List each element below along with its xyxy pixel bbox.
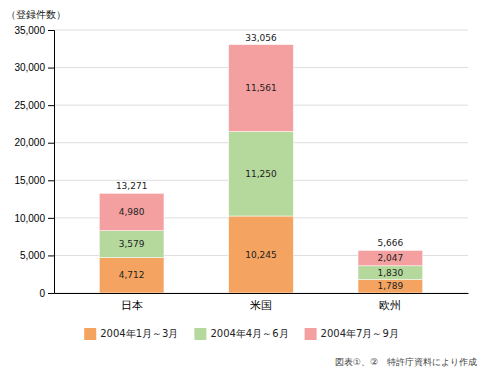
- tick: 欧州: [379, 299, 401, 311]
- footnote: 図表①、② 特許庁資料により作成: [335, 357, 477, 367]
- total-label: 33,056: [245, 33, 277, 43]
- data-labels: 4,712 10,245 1,789 3,579 11,250 1,830 4,980 11,…: [116, 33, 404, 292]
- data-label: 4,980: [119, 207, 145, 217]
- data-label: 1,789: [377, 281, 403, 291]
- grid: [54, 30, 468, 293]
- data-label: 10,245: [245, 250, 277, 260]
- data-label: 1,830: [377, 268, 403, 278]
- data-label: 3,579: [119, 239, 145, 249]
- legend-label: 2004年1月～3月: [100, 328, 178, 339]
- legend-item: 2004年4月～6月: [194, 328, 288, 340]
- plot: 0 5,000 10,000 15,000 20,000 25,000 30,000 35,0…: [14, 25, 468, 311]
- data-label: 4,712: [119, 270, 145, 280]
- data-label: 11,250: [245, 169, 277, 179]
- bar: [99, 231, 164, 258]
- bar: [358, 266, 423, 280]
- series: [99, 45, 422, 266]
- x-axis: 日本 米国 欧州: [55, 294, 469, 311]
- grid-line: [54, 30, 468, 31]
- bar: [99, 193, 164, 230]
- tick-label: 0: [39, 288, 45, 299]
- data-label: 2,047: [377, 253, 403, 263]
- bar: [229, 131, 294, 216]
- tick: 5,000: [20, 250, 54, 261]
- tick: 30,000: [14, 62, 54, 73]
- bar: [229, 45, 294, 132]
- tick: 米国: [250, 299, 272, 311]
- legend-swatch: [305, 328, 317, 340]
- tick-label: 35,000: [14, 25, 45, 36]
- tick: 25,000: [14, 100, 54, 111]
- axis-title: （登録件数）: [6, 9, 66, 20]
- tick-label: 30,000: [14, 62, 45, 73]
- tick-mark: [48, 180, 54, 181]
- legend-swatch: [194, 328, 206, 340]
- tick-mark: [48, 105, 54, 106]
- legend-swatch: [84, 328, 96, 340]
- tick-label: 10,000: [14, 213, 45, 224]
- bar: [99, 258, 164, 293]
- tick: 0: [39, 288, 54, 299]
- tick-mark: [48, 293, 54, 294]
- total-label: 13,271: [116, 181, 148, 191]
- tick-label: 25,000: [14, 100, 45, 111]
- tick-mark: [48, 143, 54, 144]
- legend-item: 2004年1月～3月: [84, 328, 178, 340]
- tick-label: 20,000: [14, 137, 45, 148]
- data-label: 11,561: [245, 83, 277, 93]
- tick-mark: [48, 255, 54, 256]
- tick-mark: [48, 68, 54, 69]
- tick: 20,000: [14, 137, 54, 148]
- y-axis: 0 5,000 10,000 15,000 20,000 25,000 30,000 35,0…: [14, 25, 54, 299]
- bars: [99, 45, 422, 293]
- tick-label: 欧州: [379, 299, 401, 311]
- legend: 2004年1月～3月 2004年4月～6月 2004年7月～9月: [84, 328, 399, 340]
- legend-item: 2004年7月～9月: [305, 328, 399, 340]
- axis-line: [48, 31, 55, 294]
- tick: 日本: [121, 299, 143, 311]
- tick-mark: [48, 30, 54, 31]
- legend-label: 2004年7月～9月: [321, 328, 399, 339]
- legend-label: 2004年4月～6月: [210, 328, 288, 339]
- total-label: 5,666: [377, 238, 403, 248]
- series: [99, 131, 422, 279]
- tick-label: 米国: [250, 299, 272, 311]
- tick-label: 5,000: [20, 250, 45, 261]
- chart: 0 5,000 10,000 15,000 20,000 25,000 30,000 35,0…: [0, 0, 483, 371]
- axis-line: [55, 293, 469, 294]
- bar: [229, 216, 294, 293]
- tick: 15,000: [14, 175, 54, 186]
- bar: [358, 250, 423, 265]
- bar: [358, 280, 423, 293]
- tick: 35,000: [14, 25, 54, 36]
- tick-label: 日本: [121, 299, 143, 311]
- tick-mark: [48, 218, 54, 219]
- tick: 10,000: [14, 213, 54, 224]
- tick-label: 15,000: [14, 175, 45, 186]
